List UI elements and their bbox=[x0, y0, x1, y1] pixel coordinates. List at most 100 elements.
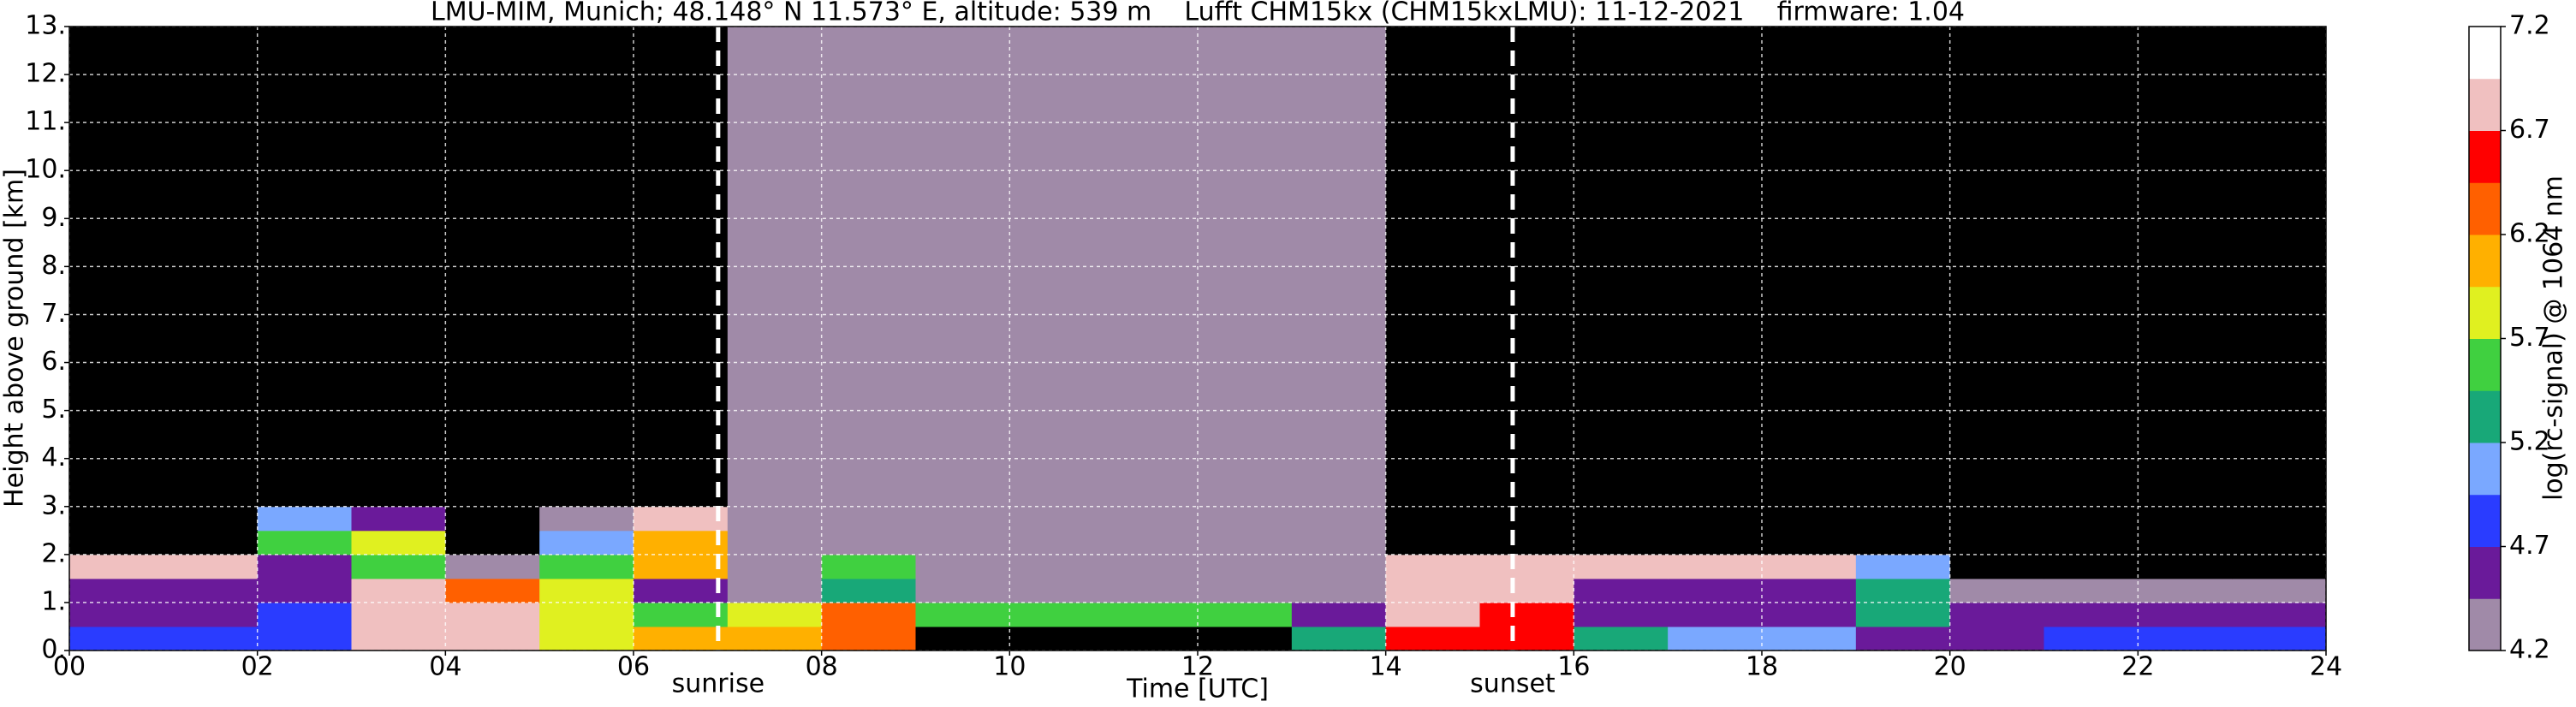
annotation-label: sunrise bbox=[672, 669, 764, 699]
heatmap-cell bbox=[2044, 602, 2139, 627]
heatmap-cell bbox=[163, 554, 259, 579]
heatmap-cell bbox=[727, 626, 823, 651]
colorbar-band bbox=[2469, 443, 2501, 496]
heatmap-cell bbox=[445, 506, 540, 532]
heatmap-cell bbox=[1198, 554, 1293, 579]
y-tick-label: 10. bbox=[25, 155, 66, 185]
heatmap-cell bbox=[69, 530, 164, 556]
heatmap-cell bbox=[1855, 626, 1951, 651]
colorbar-tick-label: 7.2 bbox=[2509, 11, 2550, 41]
heatmap-cell bbox=[1668, 626, 1763, 651]
y-axis-label: Height above ground [km] bbox=[0, 169, 30, 508]
colorbar-band bbox=[2469, 338, 2501, 391]
x-tick-label: 08 bbox=[806, 652, 838, 682]
heatmap-cell bbox=[445, 602, 540, 627]
x-tick-label: 00 bbox=[53, 652, 86, 682]
heatmap-cell bbox=[727, 578, 823, 603]
colorbar-tick-label: 6.2 bbox=[2509, 219, 2550, 249]
heatmap-cell bbox=[2232, 506, 2327, 532]
heatmap-cell bbox=[445, 626, 540, 651]
heatmap-cell bbox=[727, 530, 823, 556]
heatmap-cell bbox=[821, 530, 916, 556]
heatmap-cell bbox=[1385, 530, 1480, 556]
heatmap-cell bbox=[257, 578, 352, 603]
heatmap-cell bbox=[1762, 554, 1857, 579]
heatmap-cell bbox=[69, 578, 164, 603]
colorbar-band bbox=[2469, 78, 2501, 131]
heatmap-cell bbox=[1009, 626, 1104, 651]
x-tick-label: 04 bbox=[429, 652, 461, 682]
heatmap-cell bbox=[351, 506, 446, 532]
heatmap-cell bbox=[1198, 578, 1293, 603]
heatmap-cell bbox=[1855, 530, 1951, 556]
colorbar-band bbox=[2469, 235, 2501, 288]
heatmap-cell bbox=[1104, 506, 1199, 532]
heatmap-cell bbox=[1574, 506, 1669, 532]
heatmap-cell bbox=[445, 27, 540, 508]
heatmap-cell bbox=[2232, 626, 2327, 651]
heatmap-cell bbox=[634, 626, 729, 651]
heatmap-cell bbox=[1855, 554, 1951, 579]
colorbar-band bbox=[2469, 286, 2501, 339]
heatmap-cell bbox=[1291, 554, 1387, 579]
heatmap-cell bbox=[257, 626, 352, 651]
heatmap-cell bbox=[163, 530, 259, 556]
colorbar-label: log(rc-signal) @ 1064 nm bbox=[2539, 175, 2569, 501]
heatmap-cell bbox=[163, 506, 259, 532]
heatmap-cell bbox=[1949, 506, 2044, 532]
plot-frame bbox=[68, 26, 2327, 651]
heatmap-cell bbox=[1855, 506, 1951, 532]
y-tick-label: 9. bbox=[41, 203, 66, 233]
annotation-label: sunset bbox=[1470, 669, 1556, 699]
colorbar-band bbox=[2469, 546, 2501, 599]
heatmap-cell bbox=[821, 506, 916, 532]
colorbar-tick-label: 5.7 bbox=[2509, 323, 2550, 353]
heatmap-cell bbox=[2044, 578, 2139, 603]
heatmap-cell bbox=[1291, 602, 1387, 627]
heatmap-cell bbox=[1198, 530, 1293, 556]
y-tick-label: 7. bbox=[41, 299, 66, 329]
heatmap-cell bbox=[1009, 578, 1104, 603]
heatmap-cell bbox=[1104, 554, 1199, 579]
heatmap-cell bbox=[445, 530, 540, 556]
colorbar-band bbox=[2469, 598, 2501, 651]
heatmap-cell bbox=[163, 602, 259, 627]
y-tick-label: 8. bbox=[41, 251, 66, 281]
x-tick-label: 02 bbox=[241, 652, 274, 682]
y-tick-label: 4. bbox=[41, 443, 66, 472]
heatmap-cell bbox=[1574, 554, 1669, 579]
heatmap-cell bbox=[2044, 530, 2139, 556]
heatmap-cell bbox=[915, 506, 1010, 532]
y-tick-label: 2. bbox=[41, 538, 66, 568]
heatmap-cell bbox=[1104, 626, 1199, 651]
heatmap-cell bbox=[1855, 578, 1951, 603]
heatmap-cell bbox=[1198, 506, 1293, 532]
colorbar-tick-label: 4.7 bbox=[2509, 531, 2550, 561]
x-axis-label: Time [UTC] bbox=[1126, 674, 1269, 704]
heatmap-cell bbox=[915, 626, 1010, 651]
heatmap-cell bbox=[1574, 530, 1669, 556]
heatmap-cell bbox=[257, 602, 352, 627]
heatmap-cell bbox=[539, 554, 634, 579]
heatmap-cell bbox=[1291, 626, 1387, 651]
heatmap-cell bbox=[1104, 530, 1199, 556]
heatmap-cell bbox=[163, 578, 259, 603]
heatmap-cell bbox=[163, 626, 259, 651]
heatmap-cell bbox=[1385, 602, 1480, 627]
heatmap-cell bbox=[1385, 626, 1480, 651]
chart-title: LMU-MIM, Munich; 48.148° N 11.573° E, al… bbox=[431, 0, 1965, 27]
heatmap-cell bbox=[1009, 602, 1104, 627]
heatmap-cell bbox=[915, 602, 1010, 627]
heatmap-cell bbox=[1574, 626, 1669, 651]
heatmap-cell bbox=[69, 626, 164, 651]
heatmap-cell bbox=[634, 602, 729, 627]
heatmap-cell bbox=[2138, 602, 2233, 627]
heatmap-cell bbox=[539, 602, 634, 627]
heatmap-cell bbox=[1762, 530, 1857, 556]
heatmap-cell bbox=[1668, 506, 1763, 532]
heatmap-cell bbox=[1385, 554, 1480, 579]
heatmap-cell bbox=[539, 626, 634, 651]
heatmap-cell bbox=[1009, 506, 1104, 532]
heatmap-cell bbox=[351, 626, 446, 651]
